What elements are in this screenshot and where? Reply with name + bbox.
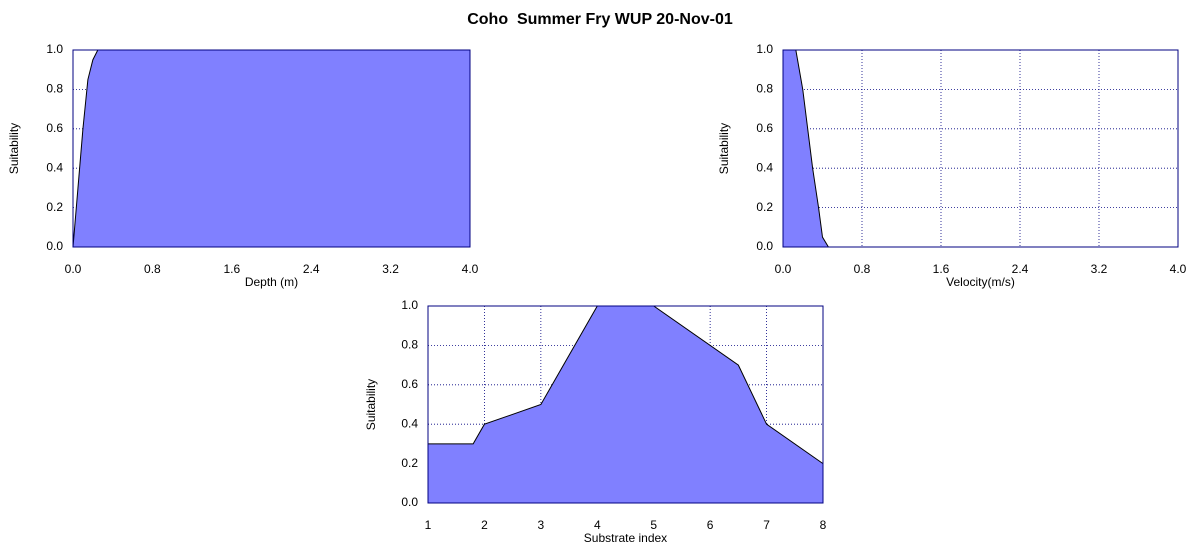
y-tick-label: 0.6	[401, 377, 418, 391]
x-tick-label: 7	[763, 518, 770, 532]
y-tick-label: 0.4	[46, 160, 63, 174]
page-title: Coho Summer Fry WUP 20-Nov-01	[467, 11, 733, 28]
x-tick-label: 2.4	[1012, 262, 1029, 276]
x-axis-label: Depth (m)	[245, 275, 298, 289]
x-tick-label: 2.4	[303, 262, 320, 276]
x-tick-label: 3	[538, 518, 545, 532]
plot-border	[427, 305, 824, 504]
y-tick-label: 0.6	[756, 121, 773, 135]
x-tick-label: 4.0	[1170, 262, 1187, 276]
x-tick-label: 0.0	[775, 262, 792, 276]
y-tick-label: 0.6	[46, 121, 63, 135]
area	[428, 306, 823, 503]
y-tick-label: 0.2	[46, 200, 63, 214]
x-axis-label: Velocity(m/s)	[946, 275, 1015, 289]
x-tick-label: 8	[820, 518, 827, 532]
area-line	[783, 49, 1178, 248]
y-tick-label: 1.0	[401, 298, 418, 312]
y-tick-label: 0.8	[46, 82, 63, 96]
y-tick-label: 0.2	[401, 456, 418, 470]
x-tick-label: 4.0	[462, 262, 479, 276]
y-axis-label: Suitability	[717, 123, 731, 174]
plot-border	[72, 49, 471, 248]
y-tick-label: 0.4	[401, 416, 418, 430]
y-tick-label: 0.2	[756, 200, 773, 214]
x-tick-label: 0.0	[65, 262, 82, 276]
y-tick-label: 0.0	[46, 239, 63, 253]
y-tick-label: 0.8	[401, 338, 418, 352]
y-tick-label: 0.0	[401, 495, 418, 509]
x-tick-label: 0.8	[144, 262, 161, 276]
x-tick-label: 6	[707, 518, 714, 532]
y-tick-label: 0.8	[756, 82, 773, 96]
x-tick-label: 0.8	[854, 262, 871, 276]
plot-area	[783, 50, 1178, 247]
x-tick-label: 4	[594, 518, 601, 532]
x-tick-label: 3.2	[1091, 262, 1108, 276]
y-tick-label: 0.0	[756, 239, 773, 253]
x-tick-label: 2	[481, 518, 488, 532]
y-tick-label: 1.0	[756, 42, 773, 56]
x-tick-label: 1.6	[223, 262, 240, 276]
x-tick-label: 1.6	[933, 262, 950, 276]
x-tick-label: 3.2	[382, 262, 399, 276]
x-tick-label: 1	[425, 518, 432, 532]
x-tick-label: 5	[650, 518, 657, 532]
plot-border	[782, 49, 1179, 248]
x-axis-label: Substrate index	[584, 531, 667, 545]
area	[73, 50, 470, 247]
y-tick-label: 1.0	[46, 42, 63, 56]
y-axis-label: Suitability	[7, 123, 21, 174]
y-axis-label: Suitability	[364, 379, 378, 430]
y-tick-label: 0.4	[756, 160, 773, 174]
